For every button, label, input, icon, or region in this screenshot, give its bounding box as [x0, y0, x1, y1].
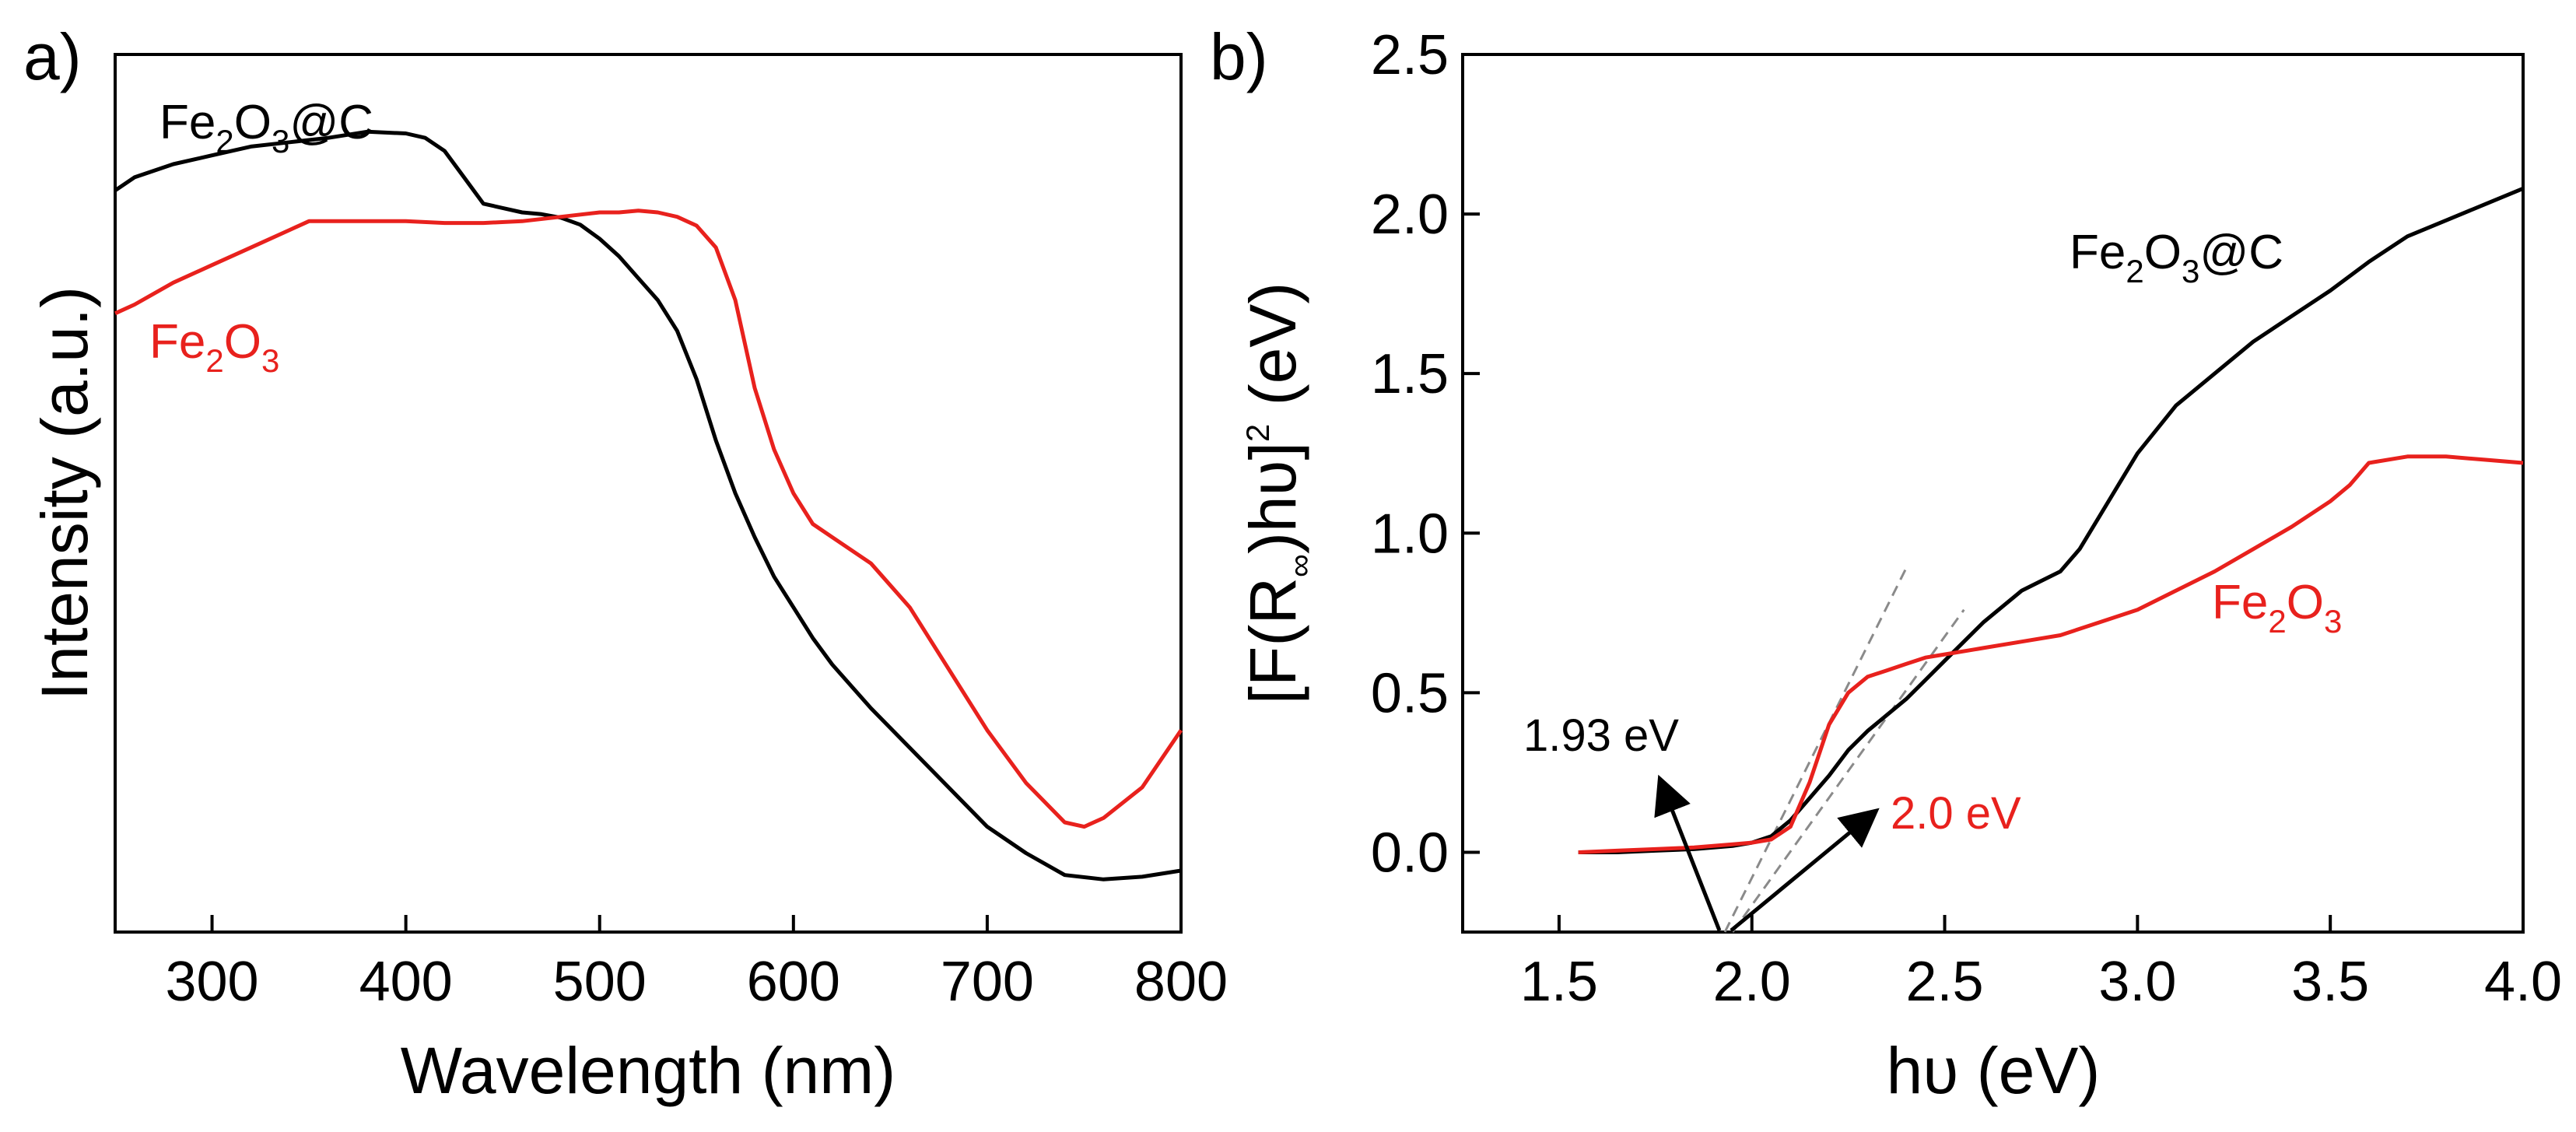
panel-a-y-axis-label: Intensity (a.u.)	[28, 286, 101, 700]
panel-b-fit-lines	[1723, 567, 1965, 933]
panel-a-x-tick-label: 800	[1134, 951, 1228, 1013]
panel-b-x-tick-label: 2.0	[1713, 951, 1791, 1013]
panel-b-frame	[1461, 53, 2525, 934]
panel-b-fit-fe2o3c-dashed-line	[1731, 608, 1965, 933]
arrow-1.93-ev	[1654, 774, 1722, 931]
panel-b-y-tick-label: 2.0	[1371, 184, 1449, 246]
panel-b: b) 1.5 2.0 2.5 3.0 3.5 4.0 0.0 0.5 1.0 1.5 2.0 2.5…	[1210, 20, 2562, 1107]
panel-a-legend-fe2o3: Fe2O3	[149, 315, 279, 379]
panel-a-series-fe2o3c-line	[114, 129, 1182, 881]
panel-a-x-ticks: 300 400 500 600 700 800	[165, 915, 1228, 1013]
panel-b-series	[1578, 186, 2524, 854]
panel-b-y-tick-label: 0.5	[1371, 662, 1449, 724]
panel-b-y-axis-label: [F(R∞)hυ]2 (eV)	[1236, 282, 1318, 705]
panel-b-y-tick-label: 0.0	[1371, 822, 1449, 884]
panel-a-x-tick-label: 700	[941, 951, 1034, 1013]
panel-b-x-tick-label: 3.5	[2291, 951, 2369, 1013]
panel-b-y-tick-label: 1.5	[1371, 343, 1449, 405]
arrow-2.0-ev	[1730, 808, 1880, 932]
panel-b-y-ticks: 0.0 0.5 1.0 1.5 2.0 2.5	[1371, 24, 1480, 884]
panel-b-x-tick-label: 4.0	[2484, 951, 2562, 1013]
annotation-2.0-ev: 2.0 eV	[1891, 788, 2021, 839]
panel-a-label: a)	[23, 20, 82, 93]
panel-b-legend-fe2o3c: Fe2O3@C	[2070, 226, 2283, 289]
panel-a-x-axis-label: Wavelength (nm)	[401, 1034, 895, 1107]
panel-a-frame	[114, 53, 1183, 934]
panel-b-x-axis-label: hυ (eV)	[1887, 1034, 2101, 1107]
panel-b-series-fe2o3-line	[1578, 454, 2524, 854]
panel-b-label: b)	[1210, 20, 1268, 93]
panel-b-fit-fe2o3-dashed-line	[1723, 567, 1908, 933]
panel-b-y-tick-label: 1.0	[1371, 503, 1449, 565]
panel-a-legend-fe2o3c: Fe2O3@C	[159, 96, 373, 159]
panel-b-x-ticks: 1.5 2.0 2.5 3.0 3.5 4.0	[1520, 915, 2562, 1013]
panel-b-legend-fe2o3: Fe2O3	[2212, 576, 2342, 640]
panel-a-x-tick-label: 400	[359, 951, 453, 1013]
panel-b-y-tick-label: 2.5	[1371, 24, 1449, 86]
panel-b-x-tick-label: 2.5	[1905, 951, 1983, 1013]
panel-a-x-tick-label: 600	[747, 951, 840, 1013]
panel-a: a) 300 400 500 600 700 800 Wavelength (nm) In…	[23, 20, 1228, 1107]
panel-b-series-fe2o3c-line	[1578, 186, 2524, 854]
panel-a-series-fe2o3-line	[114, 209, 1183, 829]
panel-a-x-tick-label: 500	[553, 951, 647, 1013]
panel-a-x-tick-label: 300	[165, 951, 258, 1013]
panel-b-x-tick-label: 3.0	[2098, 951, 2176, 1013]
panel-b-x-tick-label: 1.5	[1520, 951, 1598, 1013]
panel-a-series	[114, 129, 1183, 881]
annotation-1.93-ev: 1.93 eV	[1523, 710, 1679, 761]
